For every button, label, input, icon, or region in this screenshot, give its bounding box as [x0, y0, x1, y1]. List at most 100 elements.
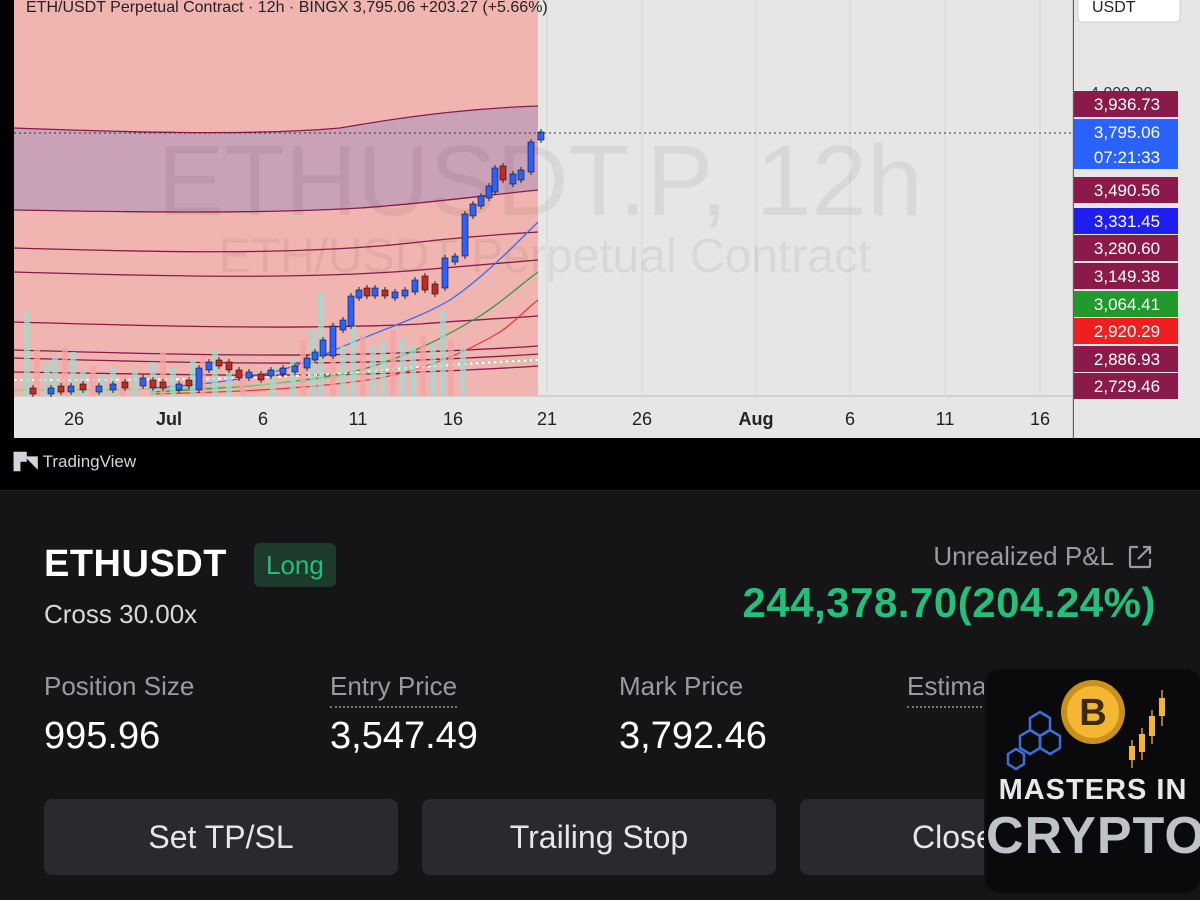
currency-button[interactable]: USDT	[1077, 0, 1181, 23]
margin-mode[interactable]: Cross 30.00x	[44, 599, 198, 629]
candle-body	[391, 291, 399, 299]
volume-bar	[410, 346, 416, 396]
chart-watermark-name: ETH/USDT Perpetual Contract	[219, 230, 872, 283]
candle-body	[175, 383, 183, 391]
volume-bar	[160, 352, 166, 396]
candle-body	[517, 169, 525, 181]
price-label-box	[1074, 263, 1178, 289]
price-label-value: 2,886.93	[1094, 350, 1160, 369]
ma-white-dotted	[13, 359, 539, 381]
currency-button-label[interactable]: USDT	[1092, 0, 1136, 16]
candle-body	[411, 279, 419, 293]
price-label-value: 2,920.29	[1094, 322, 1160, 341]
candle-body	[329, 325, 337, 357]
trailing-stop-button[interactable]: Trailing Stop	[422, 799, 776, 875]
candle-body	[291, 365, 299, 373]
candle-body	[441, 257, 449, 289]
price-label-value: 3,795.06	[1094, 123, 1160, 142]
entry-price-value: 3,547.49	[330, 715, 478, 757]
candle-body	[461, 213, 469, 257]
band-lower-line	[13, 189, 539, 213]
candle-body	[279, 367, 287, 375]
candle-body	[451, 255, 459, 263]
candle-body	[139, 377, 147, 387]
x-tick-label: 16	[443, 409, 463, 429]
candle-body	[29, 387, 37, 395]
candle-body	[527, 141, 535, 173]
candle-body	[491, 167, 499, 193]
x-tick-label: Aug	[739, 409, 774, 429]
volume-bar	[200, 356, 206, 396]
price-label-box	[1074, 91, 1178, 117]
bitcoin-icon: B	[1061, 680, 1125, 744]
line-3149	[13, 259, 539, 277]
watermark-graphic: B	[1006, 680, 1165, 771]
svg-text:B: B	[1079, 692, 1106, 734]
candle-body	[67, 385, 75, 393]
entry-price-label[interactable]: Entry Price	[330, 671, 458, 708]
candle-body	[159, 381, 167, 389]
candle-body	[215, 359, 223, 367]
candle-body	[339, 319, 347, 331]
candle-body	[79, 383, 87, 391]
candle-body	[355, 289, 363, 299]
x-tick-label: 26	[632, 409, 652, 429]
price-label-value: 3,490.56	[1094, 181, 1160, 200]
mark-price-label: Mark Price	[619, 671, 744, 701]
candle-body	[311, 351, 319, 361]
volume-bar	[90, 366, 96, 396]
volume-bar	[370, 346, 376, 396]
est-liq-price-label[interactable]: Estima	[907, 671, 987, 708]
set-tp-sl-button[interactable]: Set TP/SL	[44, 799, 398, 875]
position-size-value: 995.96	[44, 715, 161, 757]
candle-body	[509, 173, 517, 185]
price-labels: 3,936.73 3,795.06 07:21:33 3,490.56 3,331.45…	[1074, 91, 1178, 399]
watermark-line1: MASTERS IN	[998, 774, 1188, 806]
candle-body	[431, 283, 439, 295]
price-label-box	[1074, 235, 1178, 261]
candle-body	[235, 369, 243, 379]
price-label-value: 2,729.46	[1094, 377, 1160, 396]
volume-bar	[300, 340, 306, 396]
candle-body	[499, 165, 507, 181]
volume-bar	[310, 330, 316, 396]
volume-bar	[34, 350, 40, 396]
price-label-value: 3,280.60	[1094, 239, 1160, 258]
candle-body	[381, 289, 389, 297]
mark-price-value: 3,792.46	[619, 715, 767, 757]
share-icon[interactable]	[1126, 543, 1154, 571]
candle-body	[421, 275, 429, 291]
tradingview-label: TradingView	[42, 452, 137, 471]
candle-body	[319, 339, 327, 357]
candle-body	[347, 295, 355, 327]
volume-bar	[380, 340, 386, 396]
candle-body	[195, 367, 203, 391]
candlestick-icon	[1129, 690, 1165, 768]
price-label-box	[1074, 373, 1178, 399]
x-tick-label: 21	[537, 409, 557, 429]
x-tick-label: 6	[845, 409, 855, 429]
volume-bar	[390, 330, 396, 396]
volume-bar	[400, 338, 406, 396]
candle-body	[245, 371, 253, 379]
volume-bar	[132, 370, 138, 396]
price-label-box	[1074, 119, 1178, 169]
price-label-box	[1074, 177, 1178, 203]
volume-bar	[62, 348, 68, 396]
chart-panel[interactable]: ETHUSDT.P, 12h ETH/USDT Perpetual Contra…	[0, 0, 1200, 490]
line-3280	[13, 231, 539, 253]
volume-bar	[350, 326, 356, 396]
candle-body	[363, 287, 371, 297]
unrealized-pnl-label[interactable]: Unrealized P&L	[933, 541, 1154, 572]
watermark-line2: CRYPTO	[986, 807, 1200, 865]
tradingview-logo[interactable]: ▛◥ TradingView	[14, 452, 136, 472]
volume-bar	[360, 336, 366, 396]
volume-bar	[44, 362, 50, 396]
price-label-box	[1074, 291, 1178, 317]
price-chart[interactable]: ETHUSDT.P, 12h ETH/USDT Perpetual Contra…	[0, 0, 1200, 490]
unrealized-pnl-value: 244,378.70(204.24%)	[742, 579, 1156, 626]
volume-bar	[440, 310, 446, 396]
position-symbol[interactable]: ETHUSDT	[44, 543, 227, 585]
volume-bar	[240, 372, 246, 396]
candle-body	[225, 361, 233, 371]
